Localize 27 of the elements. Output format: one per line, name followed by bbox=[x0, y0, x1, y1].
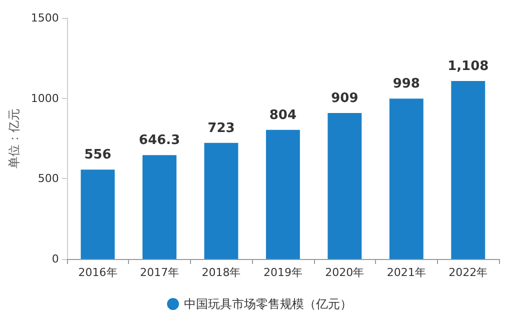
data-label: 723 bbox=[208, 120, 235, 136]
y-tick-label: 500 bbox=[38, 172, 59, 186]
data-label: 646.3 bbox=[138, 133, 180, 148]
legend-label: 中国玩具市场零售规模（亿元） bbox=[184, 297, 352, 311]
data-label: 909 bbox=[331, 90, 358, 106]
bar bbox=[142, 155, 176, 259]
data-label: 998 bbox=[392, 76, 420, 92]
y-tick-label: 1500 bbox=[30, 12, 59, 24]
bar bbox=[266, 130, 300, 259]
x-tick-label: 2020年 bbox=[325, 266, 364, 279]
bar bbox=[451, 80, 486, 259]
y-tick-label: 0 bbox=[52, 252, 59, 266]
data-label: 1,108 bbox=[448, 58, 489, 74]
data-label: 556 bbox=[84, 148, 112, 163]
bar bbox=[80, 170, 115, 259]
x-tick-label: 2022年 bbox=[448, 266, 488, 279]
y-axis-title: 单位：亿元 bbox=[7, 108, 21, 168]
x-tick-label: 2021年 bbox=[386, 266, 426, 279]
bar bbox=[204, 142, 238, 259]
x-tick-label: 2017年 bbox=[140, 266, 179, 279]
bar bbox=[389, 98, 424, 259]
data-label: 804 bbox=[269, 108, 297, 123]
y-tick-label: 1000 bbox=[30, 92, 59, 105]
x-tick-label: 2016年 bbox=[78, 266, 118, 279]
x-tick-label: 2019年 bbox=[263, 266, 302, 279]
x-tick-label: 2018年 bbox=[202, 266, 241, 279]
bar bbox=[328, 112, 362, 259]
